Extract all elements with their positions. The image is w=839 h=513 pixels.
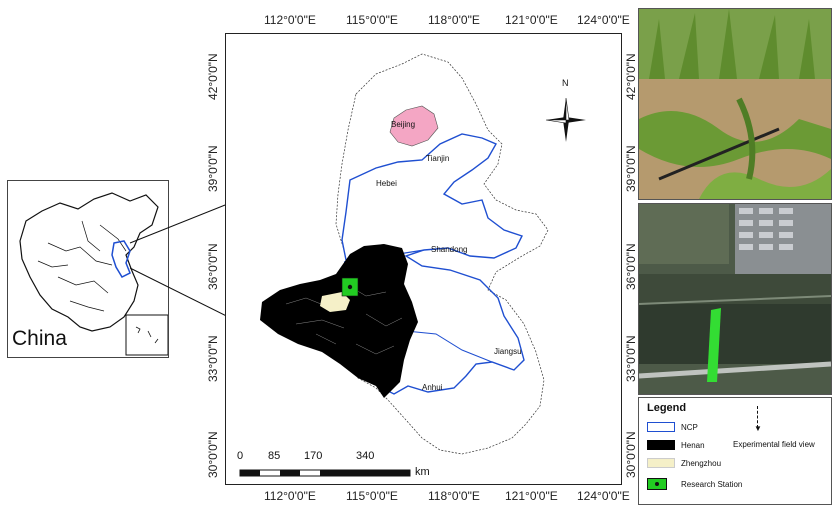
china-label: China xyxy=(12,327,67,350)
legend-station: Research Station xyxy=(681,480,743,489)
satellite-image xyxy=(638,203,832,395)
top-tick-115: 115°0'0"E xyxy=(346,13,398,27)
bottom-tick-124: 124°0'0"E xyxy=(577,489,630,503)
ncp-map-svg xyxy=(239,53,586,477)
ncp-map: Beijing Tianjin Hebei Shandong Jiangsu A… xyxy=(225,33,622,485)
bottom-tick-121: 121°0'0"E xyxy=(505,489,558,503)
field-photo xyxy=(638,8,832,200)
jiangsu-label: Jiangsu xyxy=(494,347,522,356)
henan-symbol xyxy=(647,440,675,450)
top-tick-118: 118°0'0"E xyxy=(428,13,480,27)
bottom-tick-115: 115°0'0"E xyxy=(346,489,398,503)
top-tick-121: 121°0'0"E xyxy=(505,13,558,27)
ncp-symbol xyxy=(647,422,675,432)
north-arrow-icon xyxy=(545,97,586,142)
beijing-label: Beijing xyxy=(391,120,416,129)
china-inset-map: China xyxy=(7,180,169,358)
field-view-label: Experimental field view xyxy=(733,440,815,449)
left-tick-30: 30°0'0"N xyxy=(206,431,220,478)
shandong-label: Shandong xyxy=(431,245,468,254)
bottom-tick-118: 118°0'0"E xyxy=(428,489,480,503)
zhengzhou-symbol xyxy=(647,458,675,468)
scale-tick-0: 0 xyxy=(237,450,244,462)
down-arrow-icon: ▼ xyxy=(754,424,762,433)
left-tick-33: 33°0'0"N xyxy=(206,335,220,382)
right-tick-36: 36°0'0"N xyxy=(624,243,638,290)
corn-field-image xyxy=(639,9,831,199)
legend-zhengzhou: Zhengzhou xyxy=(681,459,722,468)
right-tick-30: 30°0'0"N xyxy=(624,431,638,478)
left-tick-42: 42°0'0"N xyxy=(206,53,220,100)
china-outline xyxy=(19,192,169,356)
hebei-label: Hebei xyxy=(376,179,397,188)
anhui-label: Anhui xyxy=(422,383,443,392)
scale-tick-170: 170 xyxy=(304,450,323,462)
legend-title: Legend xyxy=(647,402,687,414)
right-tick-39: 39°0'0"N xyxy=(624,145,638,192)
scale-unit: km xyxy=(415,466,430,478)
top-tick-112: 112°0'0"E xyxy=(264,13,316,27)
right-tick-42: 42°0'0"N xyxy=(624,53,638,100)
left-tick-39: 39°0'0"N xyxy=(206,145,220,192)
scale-tick-340: 340 xyxy=(356,450,375,462)
bottom-tick-112: 112°0'0"E xyxy=(264,489,316,503)
tianjin-label: Tianjin xyxy=(426,154,450,163)
legend-henan: Henan xyxy=(681,441,705,450)
right-tick-33: 33°0'0"N xyxy=(624,335,638,382)
scale-tick-85: 85 xyxy=(268,450,281,462)
top-tick-124: 124°0'0"E xyxy=(577,13,630,27)
legend-ncp: NCP xyxy=(681,423,698,432)
satellite-view xyxy=(639,204,831,394)
arrow-line xyxy=(757,406,759,428)
station-dot-icon xyxy=(655,482,659,486)
left-tick-36: 36°0'0"N xyxy=(206,243,220,290)
legend: Legend NCP Henan Zhengzhou Research Stat… xyxy=(638,397,832,505)
north-label: N xyxy=(562,78,569,88)
